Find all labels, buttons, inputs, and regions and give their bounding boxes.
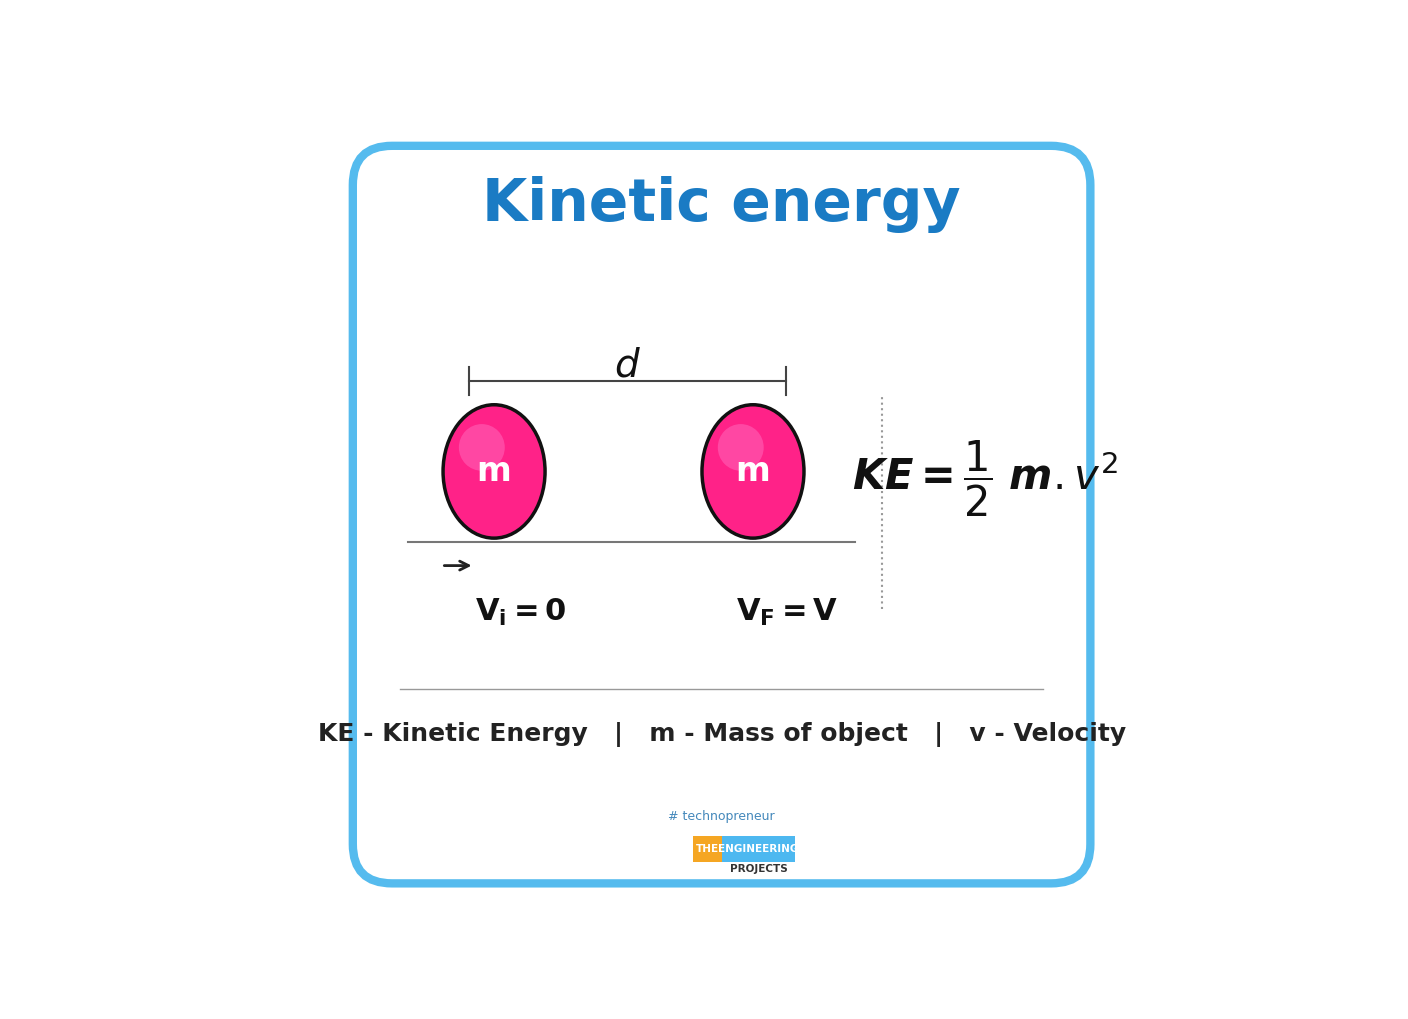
Text: m: m <box>477 454 511 488</box>
Text: PROJECTS: PROJECTS <box>729 864 787 874</box>
Text: # technopreneur: # technopreneur <box>669 810 774 823</box>
Text: $\mathbf{V_i}$$\mathbf{=0}$: $\mathbf{V_i}$$\mathbf{=0}$ <box>476 597 566 628</box>
Ellipse shape <box>718 424 763 471</box>
Text: THE: THE <box>696 844 719 854</box>
Text: m: m <box>735 454 770 488</box>
Text: KE - Kinetic Energy   |   m - Mass of object   |   v - Velocity: KE - Kinetic Energy | m - Mass of object… <box>318 721 1125 747</box>
FancyBboxPatch shape <box>721 836 796 862</box>
Text: Kinetic energy: Kinetic energy <box>483 176 960 233</box>
Ellipse shape <box>703 405 804 538</box>
Text: $\boldsymbol{KE = \dfrac{1}{2}\ m.v^2}$: $\boldsymbol{KE = \dfrac{1}{2}\ m.v^2}$ <box>852 439 1118 520</box>
FancyBboxPatch shape <box>353 146 1090 883</box>
Text: $d$: $d$ <box>614 346 641 384</box>
Text: $\mathbf{V_F}$$\mathbf{=V}$: $\mathbf{V_F}$$\mathbf{=V}$ <box>736 597 838 628</box>
Ellipse shape <box>444 405 545 538</box>
Text: ENGINEERING: ENGINEERING <box>718 844 798 854</box>
FancyBboxPatch shape <box>693 836 721 862</box>
Ellipse shape <box>459 424 504 471</box>
